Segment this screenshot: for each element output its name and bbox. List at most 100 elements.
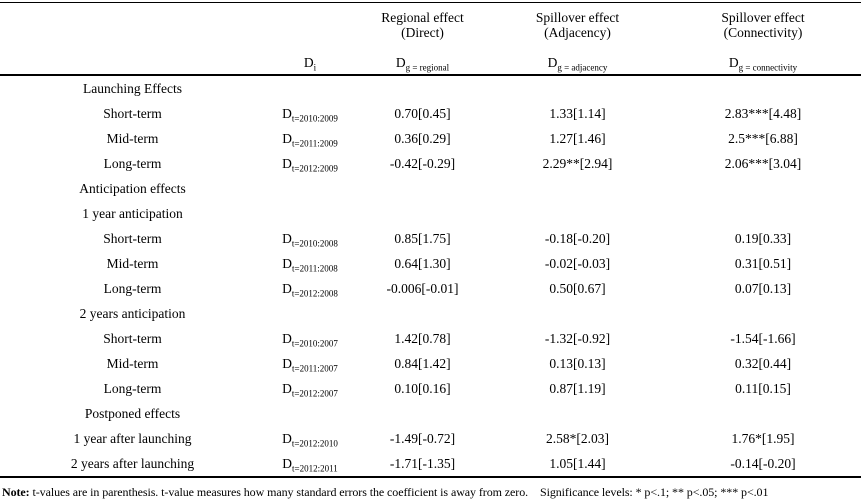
d-base: D [282, 155, 292, 171]
d-subscript: t=2012:2010 [291, 438, 338, 449]
value-cell [490, 401, 665, 426]
d-variable-cell [265, 176, 355, 201]
value-cell [665, 75, 861, 101]
d-base: D [282, 130, 292, 146]
table-row: 1 year after launching Dt=2012:2010 -1.49[… [0, 426, 861, 451]
row-label: Postponed effects [84, 405, 181, 421]
d-subscript: t=2011:2007 [292, 363, 338, 374]
d-base: D [282, 330, 292, 346]
value-cell [355, 75, 490, 101]
dg-connectivity-header: Dg = connectivity [665, 52, 861, 76]
row-label: Mid-term [106, 255, 159, 271]
d-base: D [282, 255, 292, 271]
column-title: Regional effect [381, 10, 464, 25]
d-variable-cell [265, 401, 355, 426]
d-base: D [282, 355, 292, 371]
value-cell [355, 201, 490, 226]
dg-regional-header: Dg = regional [355, 52, 490, 76]
d-variable-cell [265, 301, 355, 326]
row-label: 2 years after launching [70, 455, 195, 471]
d-base: D [282, 430, 292, 446]
note-text: t-values are in parenthesis. t-value mea… [32, 485, 529, 499]
value-cell: 1.42[0.78] [394, 330, 451, 346]
row-label: 1 year after launching [73, 430, 192, 446]
value-cell [490, 201, 665, 226]
value-cell: 0.36[0.29] [394, 130, 451, 146]
value-cell: 0.32[0.44] [734, 355, 792, 371]
d-subscript: i [313, 62, 317, 73]
header-title-row: Regional effect (Direct) Spillover effec… [0, 3, 861, 53]
note-label: Note: [2, 485, 30, 499]
value-cell: 0.70[0.45] [394, 105, 451, 121]
column-header-regional: Regional effect (Direct) [355, 3, 490, 53]
table-row: Short-term Dt=2010:2007 1.42[0.78] -1.32[-0… [0, 326, 861, 351]
section-row: Launching Effects [0, 75, 861, 101]
d-variable-cell: Dt=2011:2008 [265, 251, 355, 276]
value-cell [490, 75, 665, 101]
table-row: Mid-term Dt=2011:2008 0.64[1.30] -0.02[-0.0… [0, 251, 861, 276]
value-cell [355, 401, 490, 426]
empty-header-cell [0, 52, 265, 76]
value-cell: 2.06***[3.04] [724, 155, 802, 171]
d-base: D [282, 105, 292, 121]
d-variable-cell [265, 201, 355, 226]
d-subscript: g = connectivity [738, 62, 798, 73]
value-cell [490, 176, 665, 201]
d-variable-cell: Dt=2010:2008 [265, 226, 355, 251]
table-row: Long-term Dt=2012:2007 0.10[0.16] 0.87[1.19… [0, 376, 861, 401]
table-row: Mid-term Dt=2011:2009 0.36[0.29] 1.27[1.46]… [0, 126, 861, 151]
value-cell: 1.05[1.44] [549, 455, 606, 471]
d-variable-cell: Dt=2011:2009 [265, 126, 355, 151]
value-cell: -1.49[-0.72] [389, 430, 456, 446]
d-subscript: t=2012:2011 [292, 463, 338, 474]
table-header: Regional effect (Direct) Spillover effec… [0, 3, 861, 76]
d-variable-cell [265, 75, 355, 101]
value-cell [355, 301, 490, 326]
d-subscript: t=2010:2007 [291, 338, 338, 349]
value-cell: 0.85[1.75] [394, 230, 451, 246]
row-label: Mid-term [106, 130, 159, 146]
row-label: 2 years anticipation [79, 305, 186, 321]
section-row: Postponed effects [0, 401, 861, 426]
d-base: D [395, 55, 406, 70]
d-base: D [728, 55, 739, 70]
value-cell: 0.13[0.13] [549, 355, 606, 371]
d-variable-cell: Dt=2012:2009 [265, 151, 355, 176]
d-base: D [303, 55, 314, 70]
column-title: Spillover effect [721, 10, 805, 25]
d-subscript: t=2012:2008 [291, 288, 338, 299]
value-cell: 1.76*[1.95] [731, 430, 795, 446]
value-cell: 2.83***[4.48] [724, 105, 802, 121]
table-row: Long-term Dt=2012:2009 -0.42[-0.29] 2.29**[… [0, 151, 861, 176]
row-label: Short-term [103, 230, 162, 246]
value-cell: -0.02[-0.03] [544, 255, 611, 271]
value-cell: -0.14[-0.20] [730, 455, 796, 471]
empty-header-cell [0, 3, 265, 53]
section-row: 2 years anticipation [0, 301, 861, 326]
row-label: Launching Effects [82, 80, 183, 96]
value-cell [665, 201, 861, 226]
column-header-adjacency: Spillover effect (Adjacency) [490, 3, 665, 53]
row-label: Short-term [103, 330, 162, 346]
value-cell: -0.42[-0.29] [389, 155, 456, 171]
column-subtitle: (Adjacency) [544, 25, 611, 40]
d-subscript: g = regional [405, 62, 450, 73]
row-label: Long-term [103, 380, 162, 396]
d-variable-cell: Dt=2010:2007 [265, 326, 355, 351]
d-base: D [282, 380, 292, 396]
row-label: Long-term [103, 155, 162, 171]
table-row: Short-term Dt=2010:2008 0.85[1.75] -0.18[-0… [0, 226, 861, 251]
value-cell: -1.32[-0.92] [544, 330, 611, 346]
value-cell: 0.10[0.16] [394, 380, 451, 396]
row-label: 1 year anticipation [82, 205, 183, 221]
value-cell [665, 301, 861, 326]
d-base: D [282, 280, 292, 296]
column-subtitle: (Connectivity) [723, 25, 803, 40]
value-cell: -0.18[-0.20] [544, 230, 611, 246]
row-label: Anticipation effects [79, 180, 186, 196]
table-row: Short-term Dt=2010:2009 0.70[0.45] 1.33[1.1… [0, 101, 861, 126]
column-title: Spillover effect [535, 10, 620, 25]
di-variable-header: Di [265, 52, 355, 76]
header-variable-row: Di Dg = regional Dg = adjacency Dg = con… [0, 52, 861, 76]
